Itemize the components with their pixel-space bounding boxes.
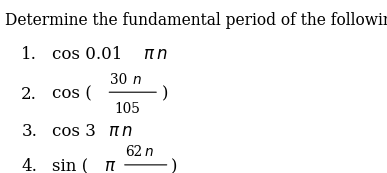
Text: $n$: $n$ bbox=[132, 73, 142, 86]
Text: $\pi$: $\pi$ bbox=[104, 158, 117, 173]
Text: $n$: $n$ bbox=[121, 123, 132, 140]
Text: ): ) bbox=[162, 86, 168, 103]
Text: ): ) bbox=[171, 158, 177, 173]
Text: 62: 62 bbox=[125, 145, 142, 159]
Text: $\pi$: $\pi$ bbox=[143, 46, 156, 63]
Text: $n$: $n$ bbox=[144, 145, 154, 159]
Text: 30: 30 bbox=[110, 73, 127, 86]
Text: 105: 105 bbox=[114, 102, 140, 116]
Text: 1.: 1. bbox=[21, 46, 37, 63]
Text: 2.: 2. bbox=[21, 86, 37, 103]
Text: $n$: $n$ bbox=[156, 46, 167, 63]
Text: Determine the fundamental period of the following:: Determine the fundamental period of the … bbox=[5, 12, 387, 29]
Text: cos 3: cos 3 bbox=[52, 123, 96, 140]
Text: cos (: cos ( bbox=[52, 86, 92, 103]
Text: cos 0.01: cos 0.01 bbox=[52, 46, 123, 63]
Text: $\pi$: $\pi$ bbox=[108, 123, 121, 140]
Text: 3.: 3. bbox=[21, 123, 37, 140]
Text: sin (: sin ( bbox=[52, 158, 88, 173]
Text: 4.: 4. bbox=[21, 158, 37, 173]
